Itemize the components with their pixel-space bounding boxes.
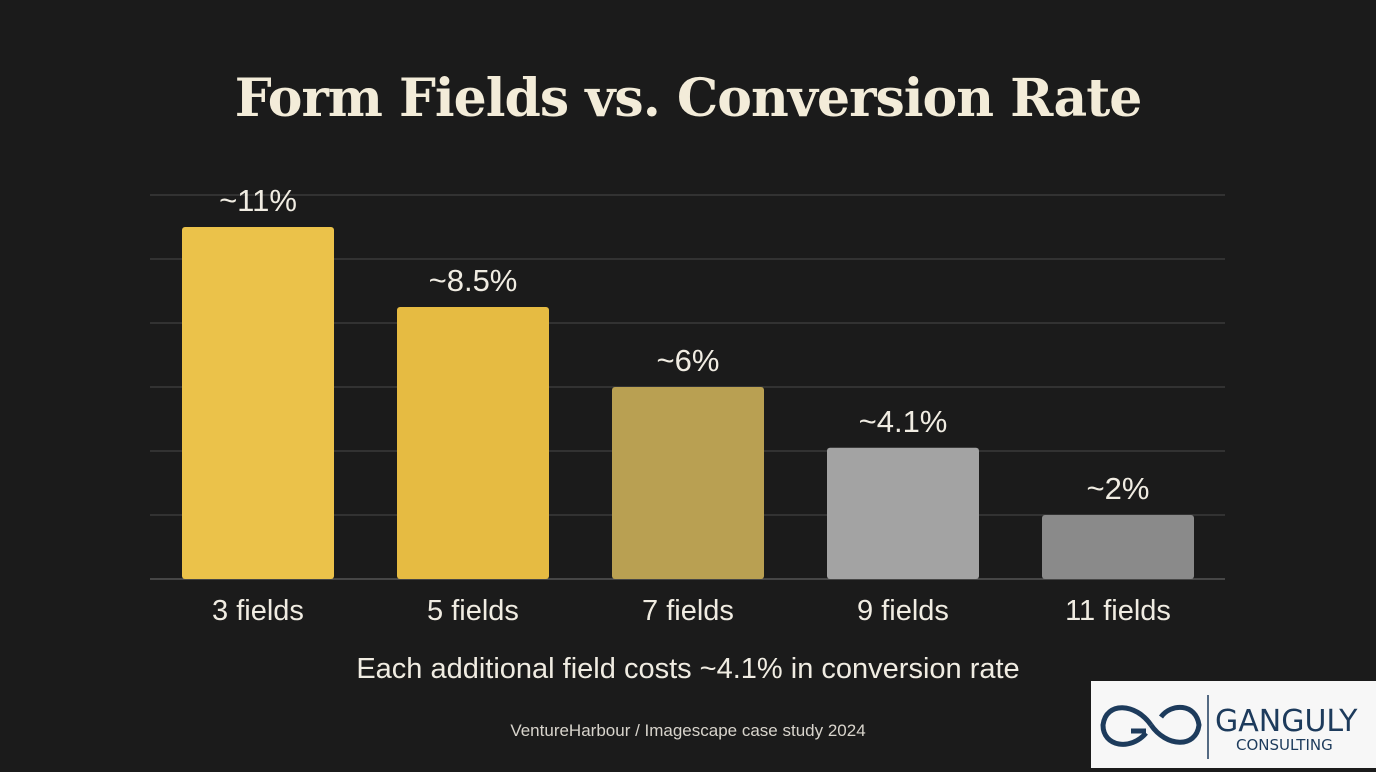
bar [1042, 515, 1194, 579]
bar [397, 307, 549, 579]
chart-annotation: Each additional field costs ~4.1% in con… [356, 653, 1020, 685]
x-tick-label: 5 fields [427, 595, 519, 627]
data-label: ~6% [657, 343, 720, 378]
x-tick-label: 3 fields [212, 595, 304, 627]
svg-text:CONSULTING: CONSULTING [1236, 736, 1333, 754]
data-label: ~8.5% [429, 263, 518, 298]
bar [827, 447, 979, 579]
bar [182, 227, 334, 579]
x-tick-label: 9 fields [857, 595, 949, 627]
data-label: ~11% [219, 183, 297, 218]
company-logo: GANGULY CONSULTING [1091, 681, 1376, 768]
bar-chart: ~11% 3 fields ~8.5% 5 fields ~6% 7 fields ~4.1… [150, 183, 1225, 627]
infinity-logo-icon: GANGULY CONSULTING [1100, 695, 1358, 759]
chart-source: VentureHarbour / Imagescape case study 2… [510, 721, 866, 740]
svg-text:GANGULY: GANGULY [1215, 704, 1358, 739]
x-tick-label: 7 fields [642, 595, 734, 627]
data-label: ~4.1% [859, 404, 948, 439]
data-label: ~2% [1087, 471, 1150, 506]
x-tick-label: 11 fields [1065, 595, 1171, 627]
chart-title: Form Fields vs. Conversion Rate [234, 68, 1143, 129]
bar [612, 387, 764, 579]
